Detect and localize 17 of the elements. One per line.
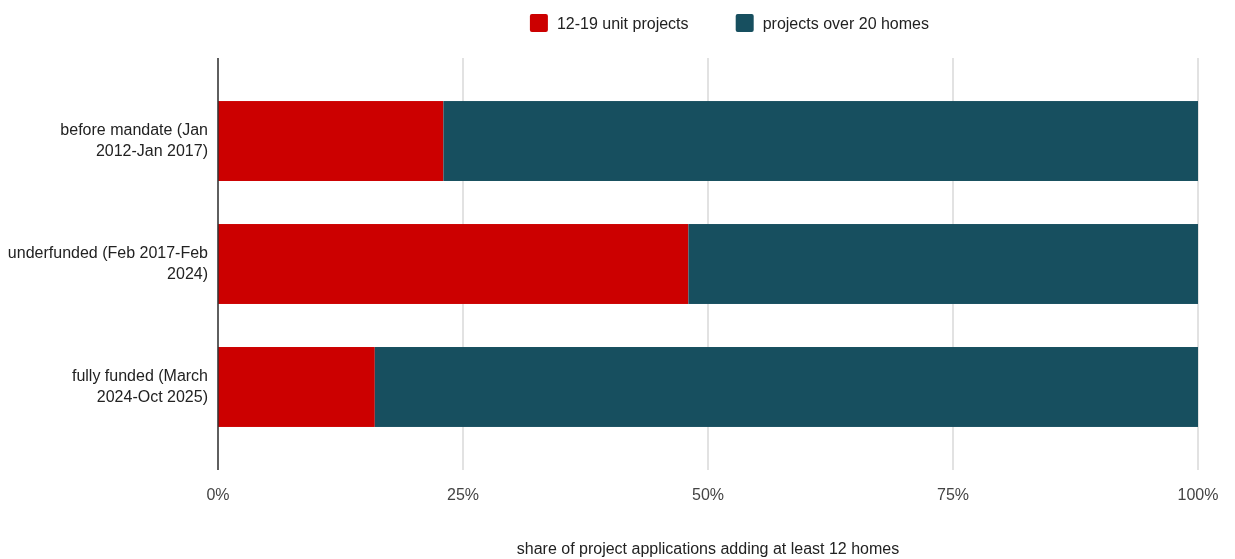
- y-tick-label: before mandate (Jan 2012-Jan 2017): [60, 121, 208, 160]
- x-axis-title: share of project applications adding at least 12 homes: [516, 540, 900, 557]
- x-tick-label: 0%: [206, 486, 230, 503]
- y-tick-label: fully funded (March 2024-Oct 2025): [71, 367, 208, 406]
- x-tick-label: 50%: [691, 486, 725, 503]
- bar: [218, 224, 689, 304]
- bar: [218, 347, 375, 427]
- bar: [443, 101, 1198, 181]
- x-tick-label: 25%: [446, 486, 480, 503]
- bar: [374, 347, 1198, 427]
- legend-label: 12-19 unit projects: [556, 15, 689, 32]
- bar: [218, 101, 444, 181]
- legend-label: projects over 20 homes: [762, 15, 930, 32]
- bar: [688, 224, 1198, 304]
- x-tick-label: 75%: [936, 486, 970, 503]
- x-tick-label: 100%: [1177, 486, 1219, 503]
- y-tick-label: underfunded (Feb 2017-Feb 2024): [7, 244, 209, 283]
